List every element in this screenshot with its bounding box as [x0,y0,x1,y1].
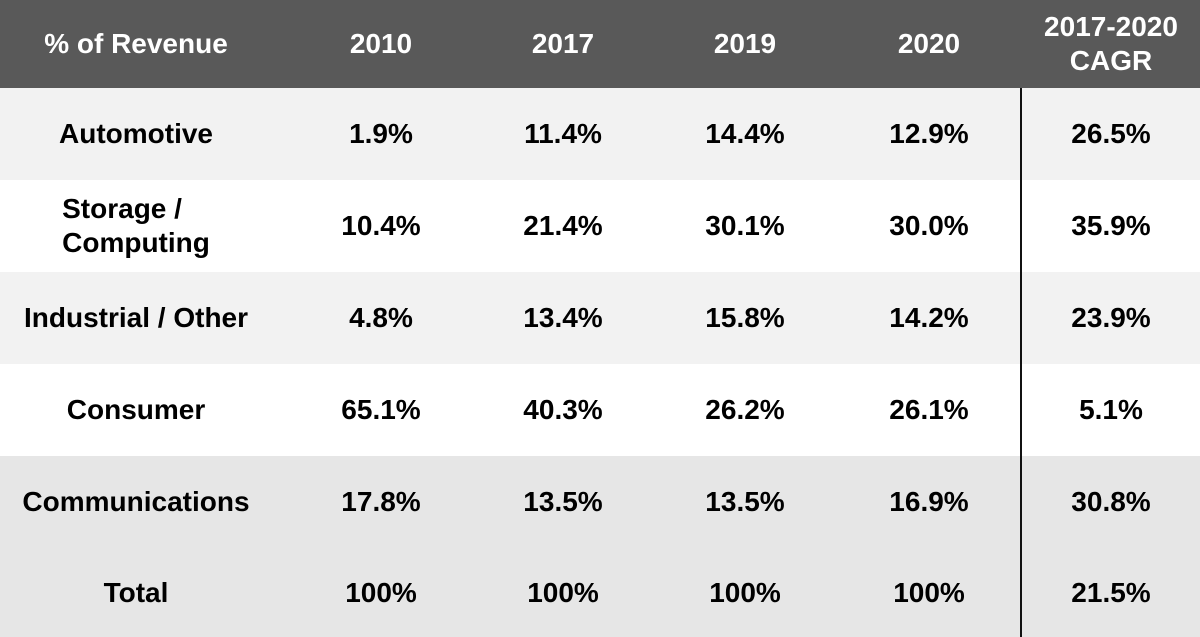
table-cell: 21.4% [523,210,603,241]
table-cell: 13.4% [523,302,603,333]
table-cell: 12.9% [889,118,969,149]
table-cell: 35.9% [1071,210,1151,241]
row-label: Storage / Computing [62,193,210,258]
row-label: Total [103,576,169,608]
table-header-row: % of Revenue 2010 2017 2019 2020 2017-20… [0,0,1200,88]
table-cell: 14.2% [889,302,969,333]
table-cell: 100% [527,576,599,608]
table-cell: 1.9% [349,118,413,149]
row-label: Consumer [66,394,206,425]
table-cell: 10.4% [341,210,421,241]
table-cell: 16.9% [889,486,969,517]
table-cell: 30.0% [889,210,969,241]
row-label: Communications [22,486,250,517]
header-cell-2010: 2010 [349,28,413,59]
table-cell: 23.9% [1071,302,1151,333]
table-row-total: Total 100% 100% 100% 100% 21.5% [0,548,1200,637]
table-cell: 11.4% [524,118,602,149]
table-cell: 5.1% [1079,394,1143,425]
table-cell: 26.2% [705,394,785,425]
table-cell: 30.8% [1071,486,1151,517]
table-cell: 17.8% [341,486,421,517]
table-cell: 100% [709,576,781,608]
header-cell-2019: 2019 [713,28,777,59]
table-cell: 65.1% [341,394,421,425]
table-cell: 30.1% [705,210,785,241]
table-cell: 26.1% [889,394,969,425]
header-cell-2020: 2020 [897,28,961,59]
table-cell: 13.5% [705,486,785,517]
table-cell: 15.8% [705,302,785,333]
table-cell: 13.5% [523,486,603,517]
table-cell: 21.5% [1071,576,1151,608]
row-label: Industrial / Other [23,302,249,333]
table-cell: 40.3% [523,394,603,425]
header-cell-2017: 2017 [531,28,595,59]
cagr-column-border [1020,88,1022,637]
table-row: Storage / Computing 10.4% 21.4% 30.1% 30… [0,180,1200,272]
table-cell: 14.4% [705,118,785,149]
header-cell-cagr: 2017-2020 CAGR [1044,11,1178,76]
table-cell: 26.5% [1071,118,1151,149]
table-row: Communications 17.8% 13.5% 13.5% 16.9% 3… [0,456,1200,548]
table-row: Industrial / Other 4.8% 13.4% 15.8% 14.2… [0,272,1200,364]
table-cell: 100% [893,576,965,608]
header-cell-segment: % of Revenue [44,28,228,59]
table-row: Automotive 1.9% 11.4% 14.4% 12.9% 26.5% [0,88,1200,180]
row-label: Automotive [59,118,213,149]
table-cell: 4.8% [349,302,413,333]
table-row: Consumer 65.1% 40.3% 26.2% 26.1% 5.1% [0,364,1200,456]
table-cell: 100% [345,576,417,608]
